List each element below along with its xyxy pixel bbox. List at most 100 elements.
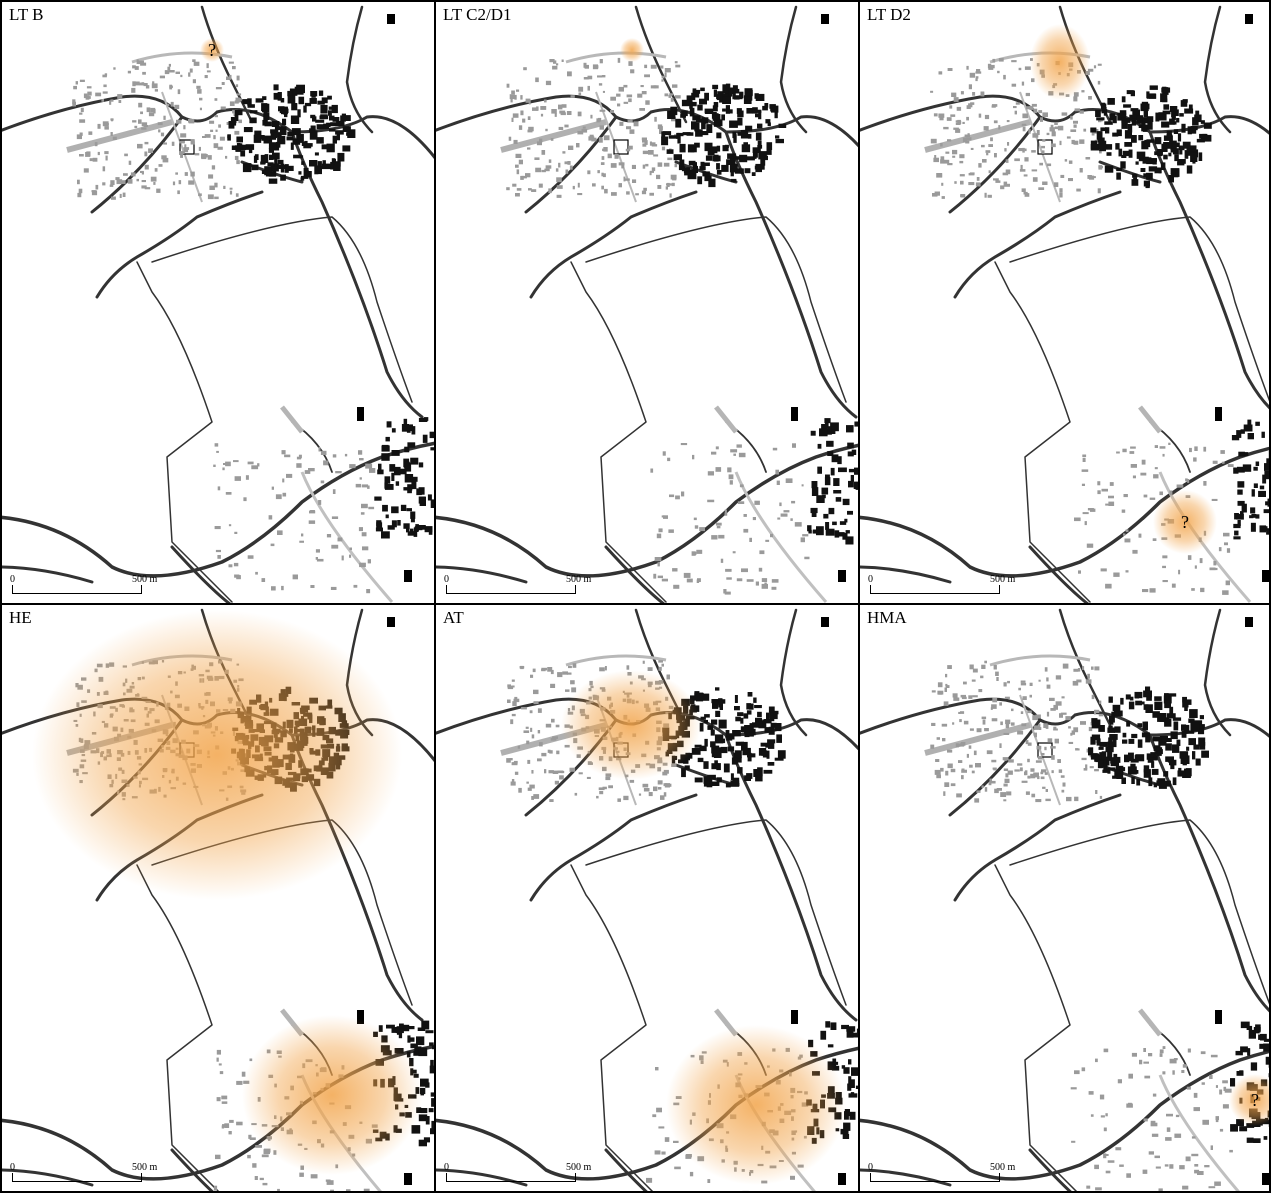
building — [737, 117, 743, 126]
building — [771, 105, 779, 113]
structure-trace — [556, 194, 562, 198]
uncertain-marker: ? — [1251, 1090, 1259, 1110]
building — [1123, 104, 1132, 108]
structure-trace — [226, 76, 230, 80]
building — [817, 466, 822, 474]
enclosure-outline — [613, 139, 629, 155]
building — [289, 88, 298, 96]
structure-trace — [1036, 130, 1040, 135]
structure-trace — [941, 723, 948, 727]
structure-trace — [1000, 721, 1003, 726]
structure-trace — [956, 106, 962, 111]
structure-trace — [541, 169, 546, 173]
structure-trace — [604, 666, 607, 671]
structure-trace — [141, 180, 146, 183]
structure-trace — [651, 167, 656, 172]
structure-trace — [623, 795, 629, 801]
structure-trace — [216, 1097, 221, 1102]
structure-trace — [218, 124, 221, 128]
building — [1101, 751, 1106, 756]
structure-trace — [1059, 192, 1063, 198]
structure-trace — [110, 132, 113, 136]
building — [1108, 696, 1113, 703]
building — [704, 92, 709, 101]
structure-trace — [83, 168, 89, 173]
structure-trace — [252, 1163, 257, 1168]
structure-trace — [1085, 157, 1091, 160]
building — [386, 421, 392, 428]
structure-trace — [180, 153, 183, 158]
structure-trace — [1101, 488, 1108, 492]
structure-trace — [235, 84, 239, 88]
structure-trace — [660, 65, 664, 69]
structure-trace — [556, 177, 562, 183]
building — [704, 714, 710, 718]
historic-buildings — [661, 83, 858, 545]
building — [1169, 759, 1177, 766]
structure-trace — [989, 778, 992, 783]
building — [1159, 735, 1168, 742]
structure-trace — [661, 1151, 666, 1155]
structure-trace — [1098, 713, 1104, 717]
building — [1186, 746, 1190, 751]
structure-trace — [243, 497, 247, 502]
structure-trace — [601, 75, 606, 78]
structure-trace — [725, 568, 732, 572]
building — [706, 124, 713, 133]
road-segment — [290, 115, 434, 160]
structure-trace — [995, 180, 1001, 183]
building — [851, 1067, 858, 1076]
structure-trace — [943, 701, 949, 706]
building — [268, 171, 277, 177]
structure-trace — [1066, 136, 1071, 139]
structure-trace — [116, 179, 123, 185]
structure-trace — [975, 78, 978, 82]
building — [1105, 144, 1113, 150]
building — [757, 711, 762, 718]
structure-trace — [971, 770, 975, 774]
structure-trace — [1060, 775, 1065, 778]
building — [699, 166, 706, 171]
structure-trace — [511, 779, 515, 782]
structure-trace — [1117, 1079, 1122, 1084]
structure-trace — [599, 109, 606, 112]
structure-trace — [1073, 140, 1079, 145]
structure-trace — [1172, 1070, 1175, 1075]
building — [264, 110, 268, 116]
building — [847, 451, 854, 457]
structure-trace — [1099, 795, 1103, 799]
building — [689, 101, 697, 107]
structure-trace — [965, 140, 970, 144]
road-segment — [570, 864, 654, 1191]
scale-max-label: 500 m — [132, 574, 158, 585]
structure-trace — [1019, 767, 1023, 772]
structure-trace — [943, 159, 950, 164]
building — [1141, 103, 1150, 110]
structure-trace — [694, 551, 697, 555]
building — [1138, 135, 1144, 141]
excavated-road — [280, 405, 304, 434]
structure-trace — [508, 136, 512, 141]
structure-trace — [223, 185, 226, 189]
building — [722, 108, 726, 112]
building — [1177, 161, 1185, 166]
structure-trace — [247, 461, 254, 465]
building — [1190, 126, 1198, 131]
structure-trace — [537, 758, 542, 762]
structure-trace — [1126, 1173, 1131, 1178]
structure-trace — [538, 183, 543, 188]
structure-trace — [1097, 188, 1101, 194]
structure-trace — [664, 72, 667, 78]
structure-trace — [229, 74, 232, 80]
building — [397, 520, 401, 526]
building — [418, 1139, 427, 1147]
building — [1113, 753, 1118, 759]
building — [1179, 113, 1184, 117]
structure-trace — [553, 60, 557, 64]
structure-trace — [506, 187, 510, 191]
structure-trace — [549, 750, 553, 754]
building — [385, 436, 390, 442]
structure-trace — [654, 557, 662, 562]
building — [757, 145, 763, 149]
building — [391, 520, 397, 528]
